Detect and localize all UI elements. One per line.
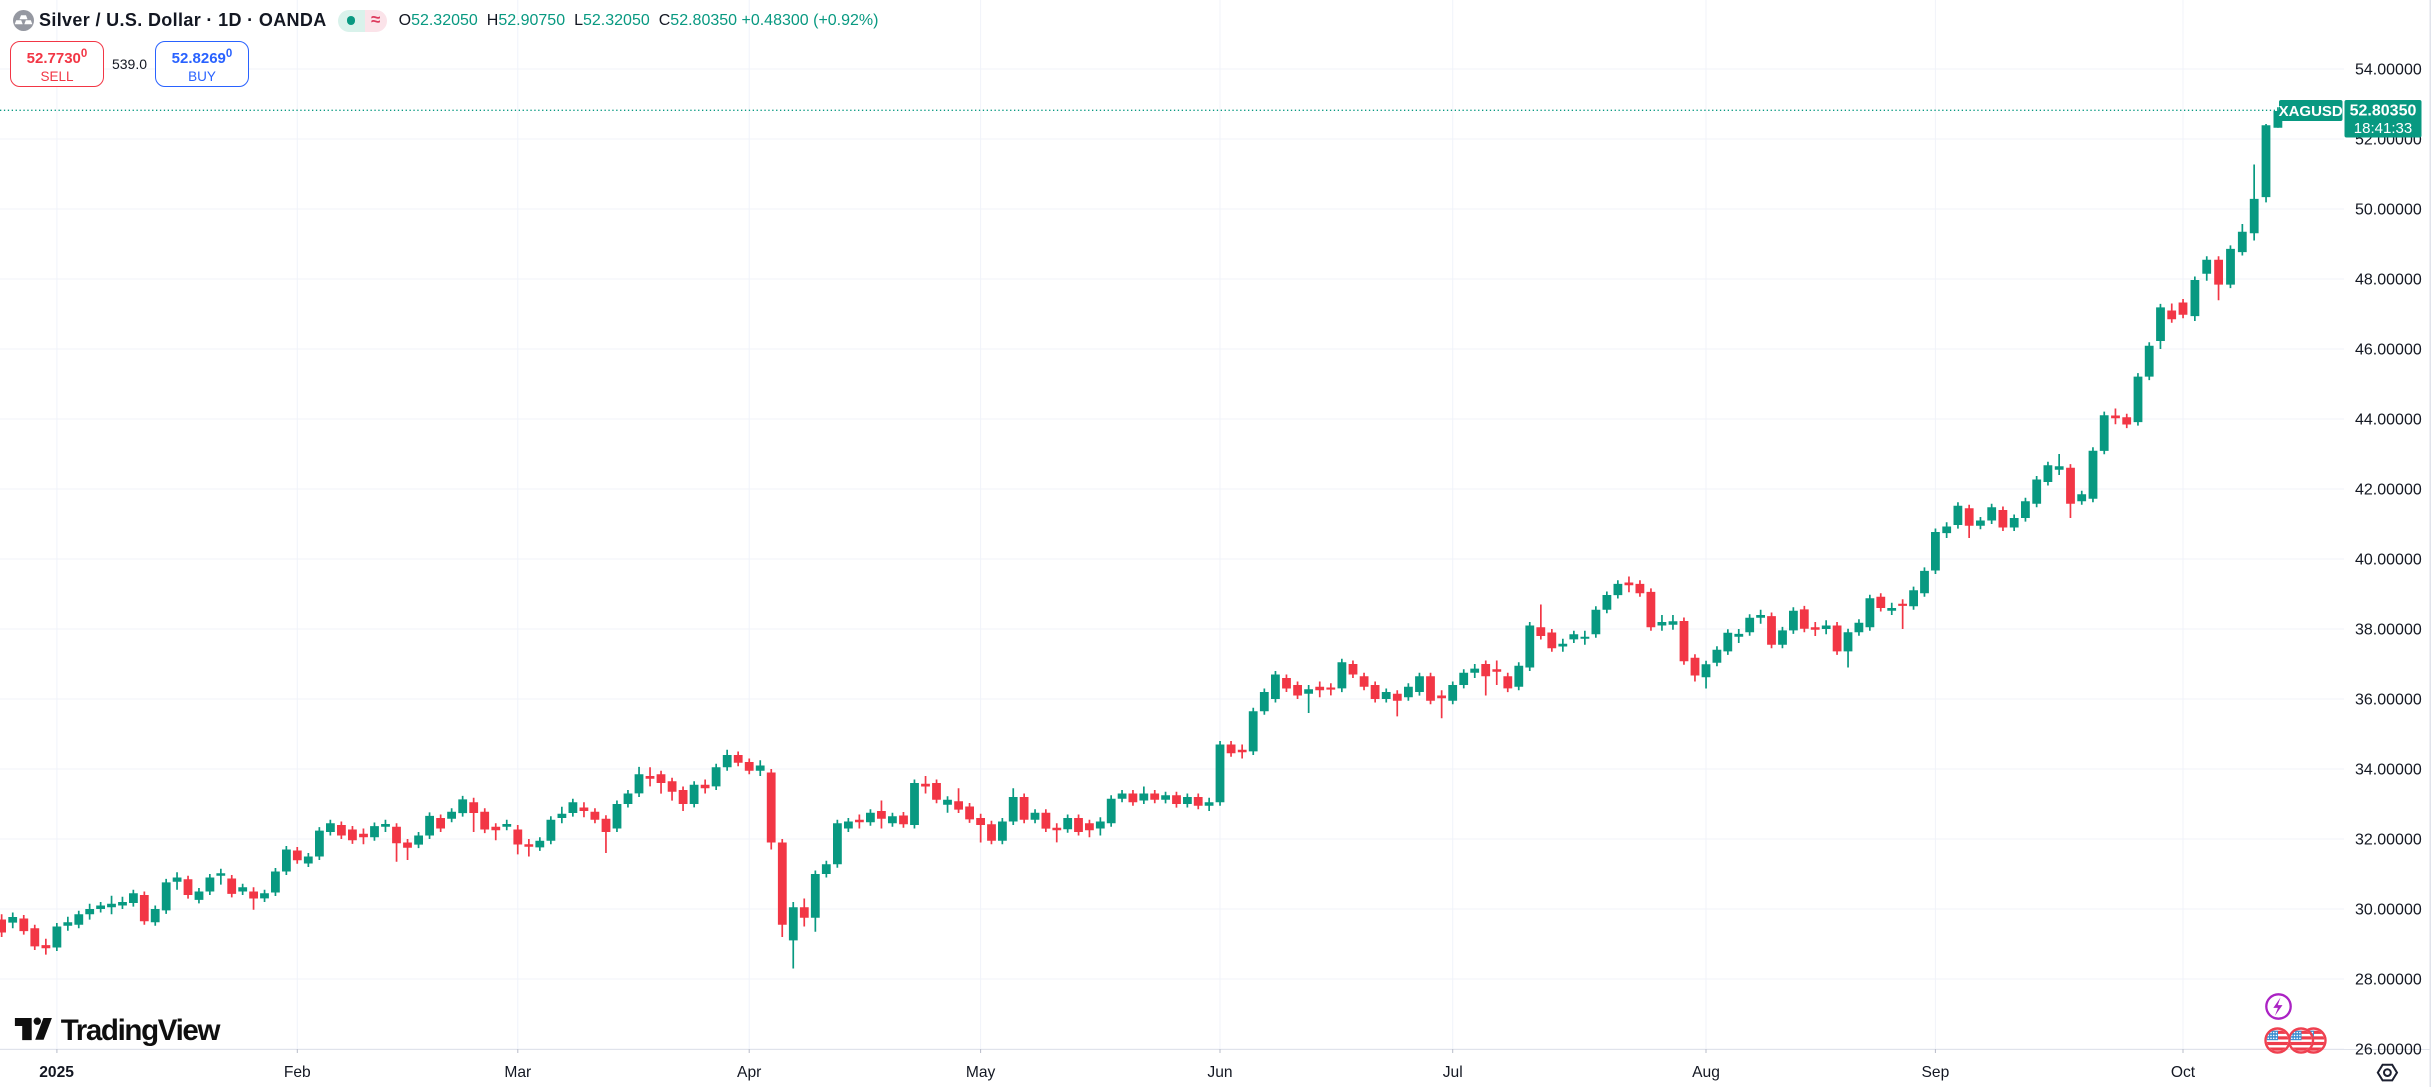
svg-text:26.00000: 26.00000 [2355, 1042, 2422, 1059]
svg-text:Apr: Apr [737, 1064, 761, 1081]
svg-text:Sep: Sep [1922, 1064, 1950, 1081]
svg-text:Jul: Jul [1443, 1064, 1463, 1081]
svg-text:18:41:33: 18:41:33 [2354, 120, 2412, 137]
svg-text:Mar: Mar [504, 1064, 531, 1081]
svg-text:32.00000: 32.00000 [2355, 832, 2422, 849]
svg-text:TradingView: TradingView [61, 1014, 221, 1047]
svg-text:May: May [966, 1064, 996, 1081]
svg-text:2025: 2025 [39, 1064, 74, 1081]
svg-text:30.00000: 30.00000 [2355, 902, 2422, 919]
svg-text:Aug: Aug [1692, 1064, 1720, 1081]
svg-text:Oct: Oct [2171, 1064, 2196, 1081]
svg-text:36.00000: 36.00000 [2355, 692, 2422, 709]
svg-text:54.00000: 54.00000 [2355, 62, 2422, 79]
svg-text:50.00000: 50.00000 [2355, 202, 2422, 219]
svg-text:Feb: Feb [284, 1064, 311, 1081]
svg-text:38.00000: 38.00000 [2355, 622, 2422, 639]
svg-text:44.00000: 44.00000 [2355, 412, 2422, 429]
svg-text:46.00000: 46.00000 [2355, 342, 2422, 359]
svg-text:40.00000: 40.00000 [2355, 552, 2422, 569]
svg-text:28.00000: 28.00000 [2355, 972, 2422, 989]
svg-text:42.00000: 42.00000 [2355, 482, 2422, 499]
svg-text:48.00000: 48.00000 [2355, 272, 2422, 289]
svg-text:XAGUSD: XAGUSD [2279, 103, 2343, 120]
svg-text:Jun: Jun [1207, 1064, 1232, 1081]
svg-text:52.80350: 52.80350 [2350, 103, 2417, 120]
svg-text:34.00000: 34.00000 [2355, 762, 2422, 779]
